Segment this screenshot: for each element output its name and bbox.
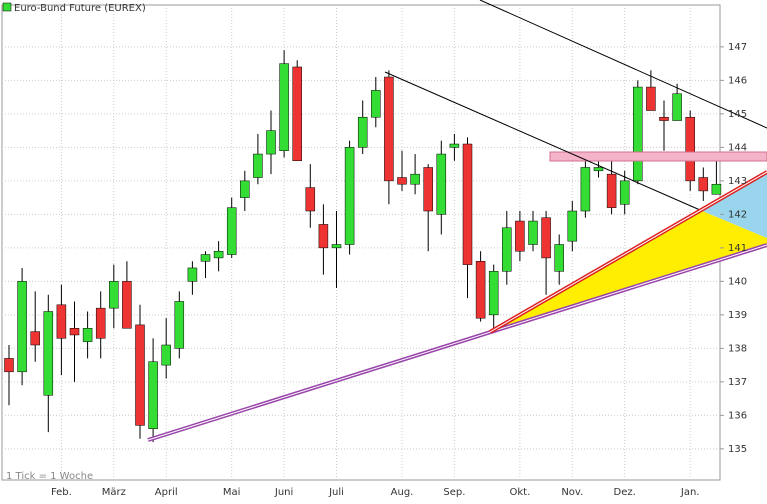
candle-body	[462, 143, 473, 265]
candle-body	[253, 153, 263, 178]
y-tick-label: 145	[728, 109, 747, 120]
candle-body	[148, 361, 158, 429]
candle-body	[528, 220, 538, 245]
x-tick-label: Sep.	[443, 487, 465, 498]
y-tick-label: 138	[728, 343, 747, 354]
candle-body	[410, 173, 420, 185]
candle-body	[488, 271, 499, 316]
candle-body	[69, 328, 80, 336]
candle-body	[449, 143, 460, 148]
candle-body	[292, 66, 302, 162]
candle-body	[30, 331, 40, 346]
candle-body	[593, 167, 604, 172]
candle-body	[567, 210, 578, 242]
x-tick-label: Dez.	[614, 487, 636, 498]
y-tick-label: 144	[728, 142, 747, 153]
y-tick-label: 139	[728, 310, 747, 321]
candle-body	[213, 250, 224, 259]
candle-body	[226, 207, 237, 255]
candle-body	[371, 90, 381, 118]
y-tick-label: 140	[728, 276, 747, 287]
candle-body	[82, 328, 93, 342]
candle-body	[384, 76, 394, 182]
y-tick-label: 137	[728, 377, 747, 388]
candle-body	[135, 324, 145, 426]
candle-body	[17, 281, 27, 373]
x-tick-label: Jan.	[680, 487, 700, 498]
candle-body	[331, 244, 342, 249]
candles	[4, 50, 722, 443]
x-tick-label: Juni	[274, 487, 293, 498]
candle-body	[436, 153, 447, 215]
x-tick-label: Okt.	[510, 487, 531, 498]
chart-title: Euro-Bund Future (EUREX)	[14, 3, 146, 14]
candle-body	[397, 177, 407, 185]
candle-body	[554, 244, 564, 272]
support-line-inner	[489, 171, 767, 333]
candle-body	[109, 281, 119, 309]
resistance-band	[549, 151, 767, 162]
candle-body	[672, 93, 682, 121]
y-tick-label: 141	[728, 243, 747, 254]
candle-body	[279, 63, 289, 151]
yellow-zone	[495, 210, 767, 330]
candle-body	[187, 267, 198, 282]
candle-body	[240, 180, 250, 198]
candle-body	[515, 220, 525, 252]
trend-annotations	[147, 0, 767, 442]
x-tick-label: April	[155, 487, 178, 498]
candle-body	[619, 180, 630, 205]
y-tick-label: 143	[728, 176, 747, 187]
y-tick-label: 136	[728, 410, 747, 421]
candle-body	[502, 227, 512, 272]
y-tick-label: 135	[728, 444, 747, 455]
note: 1 Tick = 1 Woche	[6, 471, 93, 482]
x-tick-label: Nov.	[561, 487, 583, 498]
candle-body	[174, 301, 185, 349]
trend-line	[384, 71, 701, 211]
candle-body	[580, 167, 591, 212]
blue-zone	[700, 172, 767, 238]
candle-body	[711, 183, 722, 195]
candle-body	[344, 147, 355, 245]
candle-body	[266, 130, 276, 155]
candle-body	[659, 116, 669, 121]
plot-area	[1, 4, 721, 481]
candle-body	[606, 173, 617, 208]
y-tick-label: 146	[728, 75, 747, 86]
candle-body	[200, 254, 211, 262]
candle-body	[698, 177, 709, 192]
candle-body	[43, 311, 54, 396]
candle-body	[56, 304, 67, 339]
x-tick-label: Juli	[328, 487, 344, 498]
candle-body	[161, 344, 171, 366]
candle-body	[541, 217, 551, 259]
candle-body	[4, 358, 14, 373]
candle-body	[423, 167, 433, 212]
candle-body	[357, 116, 368, 148]
x-tick-label: Mai	[223, 487, 241, 498]
candle-body	[633, 86, 643, 182]
y-tick-label: 142	[728, 209, 747, 220]
x-tick-label: März	[102, 487, 126, 498]
x-tick-label: Feb.	[51, 487, 72, 498]
trend-line	[479, 0, 767, 129]
candle-body	[685, 116, 695, 182]
candle-body	[646, 86, 656, 111]
candle-body	[318, 224, 329, 249]
candle-body	[122, 281, 132, 329]
candle-body	[305, 187, 316, 212]
legend-swatch	[2, 2, 12, 12]
candle-body	[95, 307, 106, 339]
support-line-inner	[147, 244, 767, 441]
x-tick-label: Aug.	[391, 487, 414, 498]
y-tick-label: 147	[728, 42, 747, 53]
candle-body	[475, 261, 486, 319]
